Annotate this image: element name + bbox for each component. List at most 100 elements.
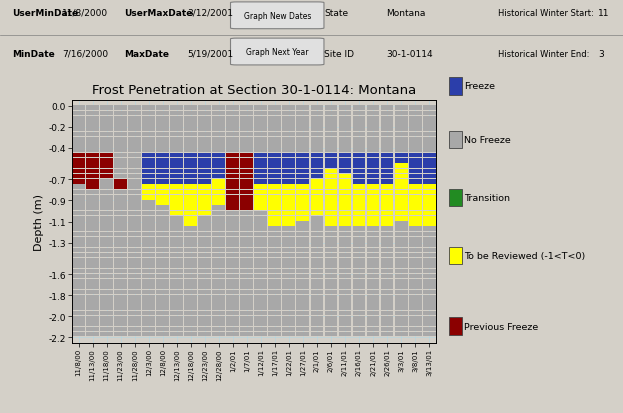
Bar: [353, 259, 366, 263]
Bar: [381, 116, 394, 121]
Bar: [156, 143, 169, 147]
Bar: [184, 169, 197, 174]
Bar: [394, 259, 407, 263]
Bar: [394, 248, 407, 253]
Bar: [156, 127, 169, 132]
Bar: [100, 248, 113, 253]
Bar: [409, 327, 422, 331]
Bar: [114, 222, 127, 226]
Bar: [310, 321, 323, 326]
Bar: [100, 300, 113, 305]
Bar: [86, 332, 99, 337]
Bar: [128, 148, 141, 153]
Bar: [409, 321, 422, 326]
Bar: [142, 133, 155, 137]
Bar: [254, 332, 267, 337]
Bar: [297, 243, 310, 247]
Bar: [184, 185, 197, 190]
Bar: [254, 259, 267, 263]
Bar: [366, 201, 379, 205]
Bar: [184, 164, 197, 169]
Bar: [128, 227, 141, 232]
Bar: [114, 143, 127, 147]
Text: UserMaxDate: UserMaxDate: [125, 9, 193, 17]
Text: Freeze: Freeze: [464, 82, 495, 91]
Bar: [128, 201, 141, 205]
Bar: [366, 222, 379, 226]
Bar: [297, 127, 310, 132]
Bar: [409, 295, 422, 300]
Bar: [353, 195, 366, 200]
Bar: [269, 243, 282, 247]
Bar: [170, 232, 183, 237]
Bar: [72, 148, 85, 153]
Bar: [353, 222, 366, 226]
Text: No Freeze: No Freeze: [464, 136, 511, 145]
Bar: [184, 127, 197, 132]
Y-axis label: Depth (m): Depth (m): [34, 194, 44, 250]
Bar: [282, 243, 295, 247]
Bar: [212, 280, 226, 284]
Bar: [366, 227, 379, 232]
Bar: [366, 116, 379, 121]
Bar: [184, 259, 197, 263]
Bar: [100, 222, 113, 226]
Bar: [381, 316, 394, 321]
Bar: [254, 159, 267, 163]
Bar: [381, 327, 394, 331]
Bar: [86, 169, 99, 174]
Bar: [156, 169, 169, 174]
Bar: [310, 133, 323, 137]
Bar: [325, 195, 338, 200]
Bar: [394, 321, 407, 326]
Bar: [366, 148, 379, 153]
Bar: [282, 263, 295, 268]
Bar: [409, 201, 422, 205]
Text: UserMinDate: UserMinDate: [12, 9, 78, 17]
Bar: [254, 237, 267, 242]
Bar: [226, 211, 239, 216]
Bar: [198, 222, 211, 226]
Bar: [114, 138, 127, 142]
Bar: [100, 285, 113, 290]
Bar: [226, 122, 239, 126]
Bar: [198, 216, 211, 221]
Bar: [198, 285, 211, 290]
Bar: [100, 174, 113, 179]
Bar: [269, 169, 282, 174]
Bar: [282, 253, 295, 258]
Bar: [409, 116, 422, 121]
Bar: [226, 185, 239, 190]
Bar: [72, 185, 85, 190]
Bar: [282, 295, 295, 300]
Bar: [422, 259, 435, 263]
Bar: [240, 106, 254, 111]
Bar: [422, 190, 435, 195]
Bar: [128, 127, 141, 132]
Bar: [366, 169, 379, 174]
Bar: [170, 327, 183, 331]
Bar: [381, 253, 394, 258]
Bar: [240, 321, 254, 326]
Text: 30-1-0114: 30-1-0114: [386, 50, 433, 59]
Bar: [198, 295, 211, 300]
Bar: [198, 164, 211, 169]
Bar: [366, 327, 379, 331]
Bar: [269, 274, 282, 279]
Bar: [269, 153, 282, 158]
Bar: [86, 127, 99, 132]
Bar: [381, 195, 394, 200]
Bar: [142, 185, 155, 190]
Bar: [310, 153, 323, 158]
Bar: [338, 164, 351, 169]
Bar: [86, 222, 99, 226]
Bar: [381, 290, 394, 294]
Bar: [409, 216, 422, 221]
Bar: [394, 222, 407, 226]
Bar: [366, 280, 379, 284]
Bar: [381, 112, 394, 116]
Bar: [282, 237, 295, 242]
Bar: [198, 195, 211, 200]
Bar: [100, 148, 113, 153]
Bar: [184, 280, 197, 284]
